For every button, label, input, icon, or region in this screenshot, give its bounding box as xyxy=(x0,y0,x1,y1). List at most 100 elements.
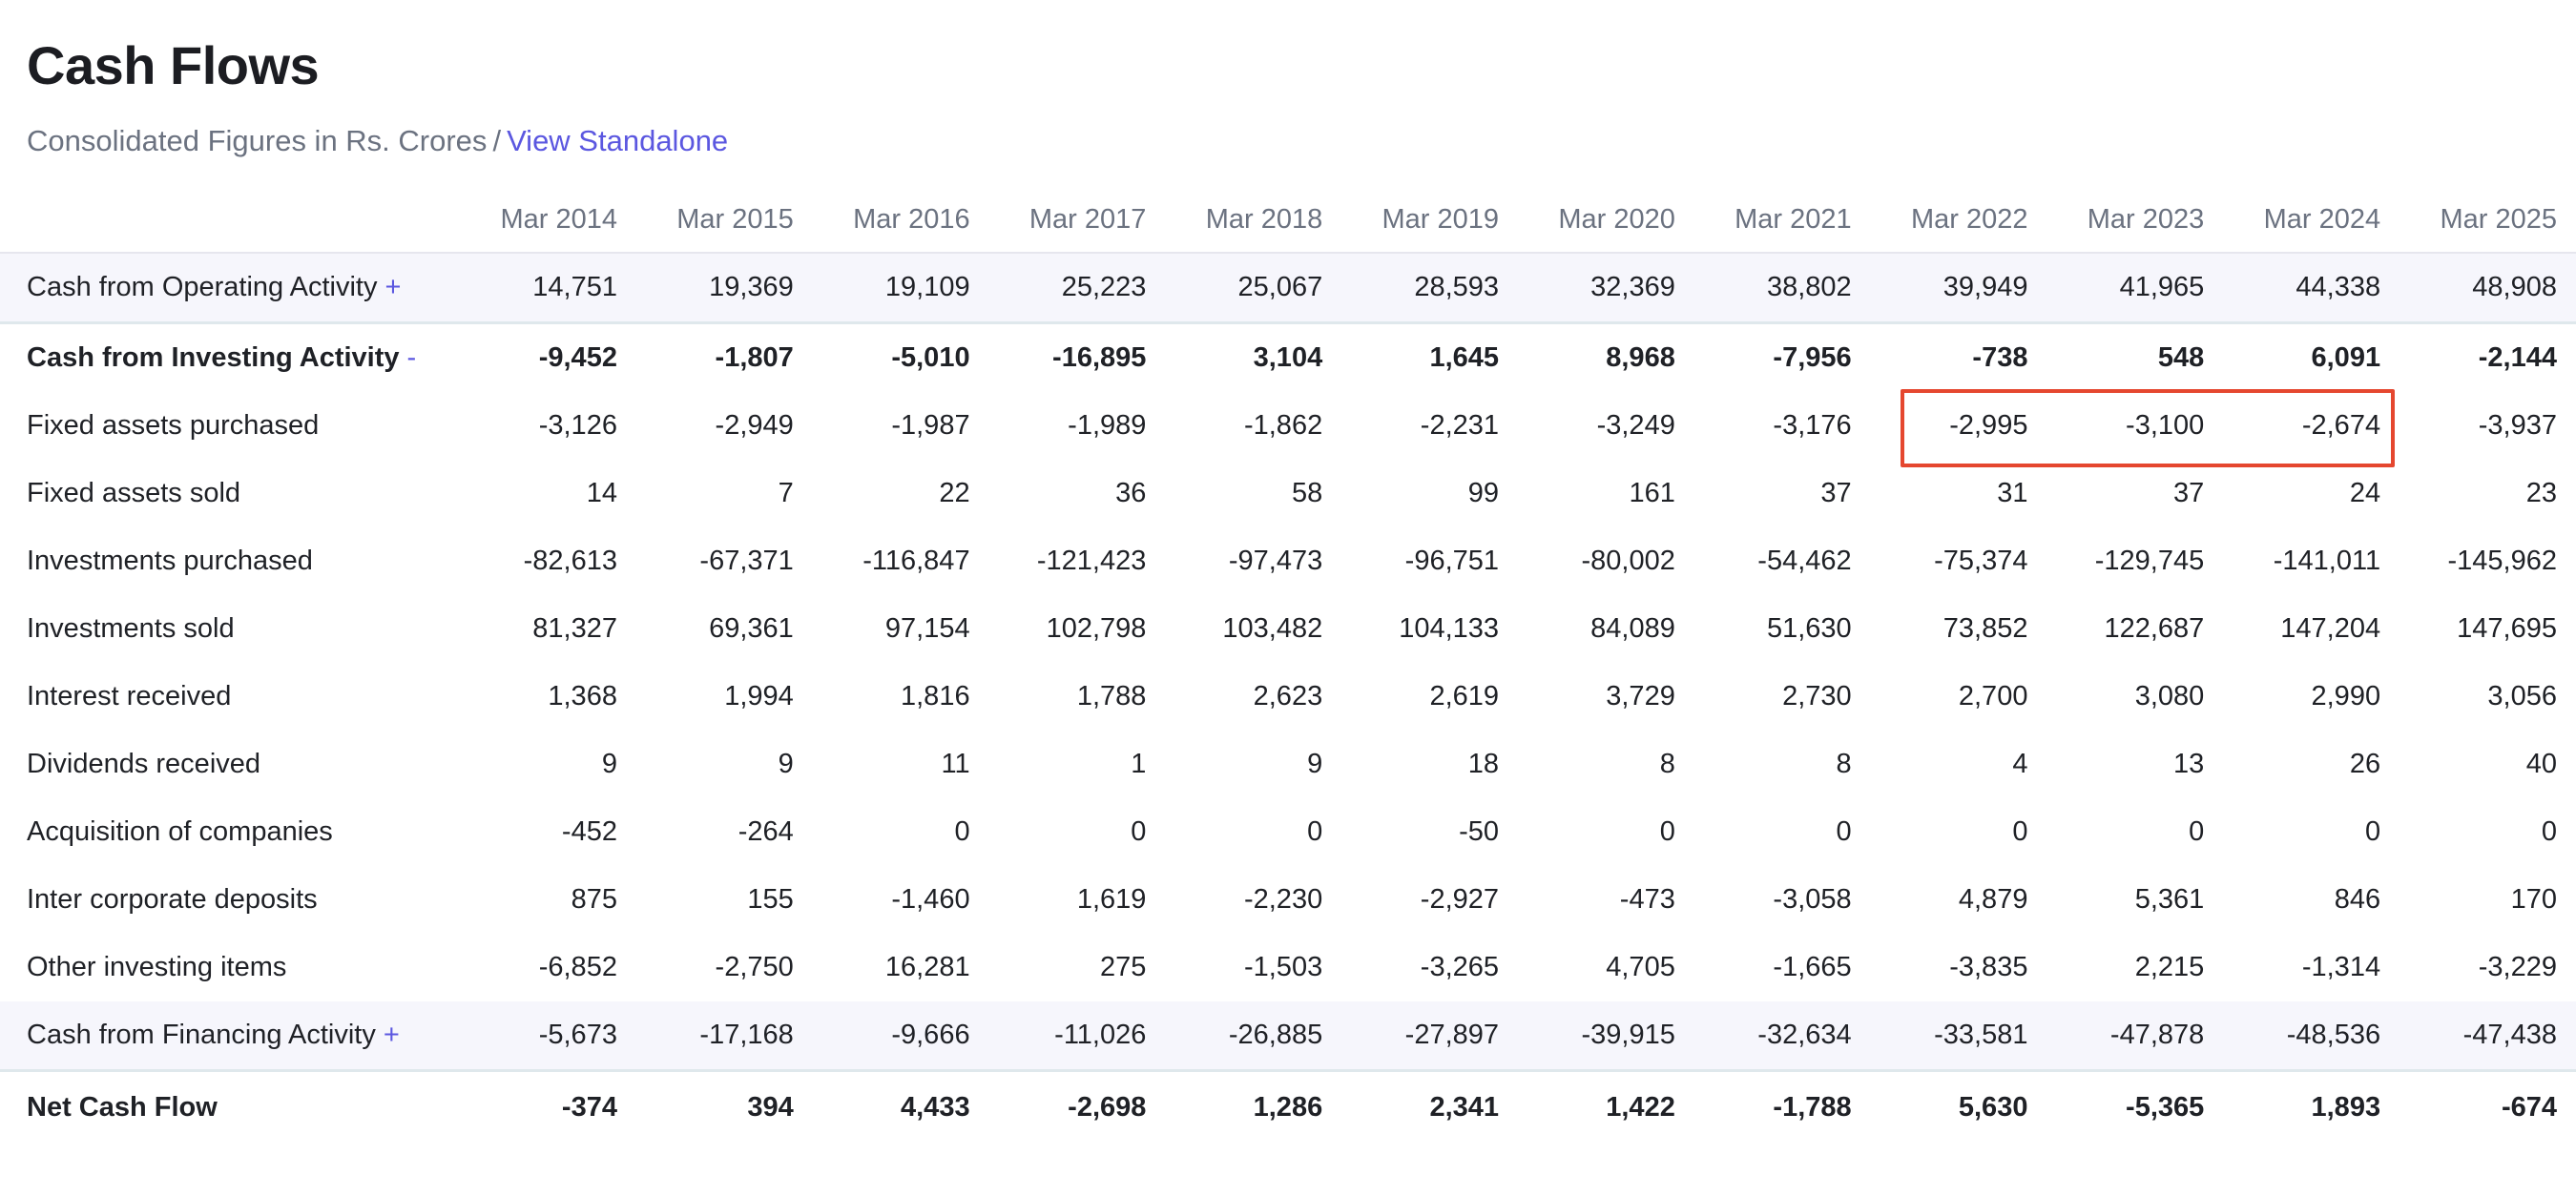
value-cell: 16,281 xyxy=(884,952,970,982)
value-cell: 1,816 xyxy=(901,681,970,711)
value-cell: -75,374 xyxy=(1934,546,2028,576)
value-cell: 104,133 xyxy=(1399,613,1500,644)
value-cell: -3,126 xyxy=(538,410,617,441)
row-label-cell: Investments purchased xyxy=(0,527,460,595)
column-header: Mar 2020 xyxy=(1558,203,1675,235)
column-header: Mar 2021 xyxy=(1735,203,1852,235)
value-cell: 26 xyxy=(2349,749,2381,779)
value-cell: -50 xyxy=(1459,816,1500,847)
value-cell: 0 xyxy=(1131,816,1147,847)
row-label: Investments sold xyxy=(27,613,235,644)
value-cell: -11,026 xyxy=(988,1001,1166,1072)
table-row[interactable]: Cash from Financing Activity + -5,673 -17,1… xyxy=(0,1001,2576,1072)
value-cell: 1,619 xyxy=(1076,884,1147,915)
row-label-cell: Fixed assets sold xyxy=(0,460,460,527)
value-cell: 2,619 xyxy=(1429,681,1500,711)
value-cell: -2,230 xyxy=(1243,884,1323,915)
row-label-cell[interactable]: Cash from Financing Activity + xyxy=(0,1001,461,1072)
value-cell: -141,011 xyxy=(2273,546,2381,576)
value-cell: 875 xyxy=(571,884,617,915)
table-row: Investments purchased -82,613 -67,371 -116,… xyxy=(0,527,2576,595)
value-cell: 3,080 xyxy=(2134,681,2205,711)
column-header: Mar 2022 xyxy=(1910,203,2028,235)
value-cell: -80,002 xyxy=(1581,546,1675,576)
value-cell: 36 xyxy=(1115,478,1147,508)
value-cell: 24 xyxy=(2349,478,2381,508)
value-cell: 147,695 xyxy=(2457,613,2557,644)
value-cell: -3,058 xyxy=(1773,884,1852,915)
value-cell: 4,705 xyxy=(1606,952,1675,982)
value-cell: 48,908 xyxy=(2399,252,2576,324)
value-cell: 40 xyxy=(2525,749,2557,779)
value-cell: -97,473 xyxy=(1228,546,1323,576)
value-cell: 25,067 xyxy=(1165,252,1342,324)
value-cell: -39,915 xyxy=(1518,1001,1694,1072)
row-label: Cash from Financing Activity xyxy=(27,1020,376,1050)
collapse-toggle-button[interactable]: - xyxy=(406,342,417,373)
value-cell: -2,231 xyxy=(1420,410,1500,441)
value-cell: -374 xyxy=(561,1091,617,1123)
value-cell: -5,673 xyxy=(460,1001,636,1072)
row-label: Other investing items xyxy=(27,952,287,982)
column-header: Mar 2017 xyxy=(1028,203,1147,235)
column-header: Mar 2025 xyxy=(2440,203,2557,235)
value-cell: 9 xyxy=(601,749,617,779)
value-cell: 147,204 xyxy=(2280,613,2381,644)
value-cell: 44,338 xyxy=(2223,252,2400,324)
row-label-cell: Dividends received xyxy=(0,731,460,798)
table-row: Net Cash Flow -374 394 4,433 -2,698 1,286 2,34… xyxy=(0,1071,2576,1144)
value-cell: -116,847 xyxy=(862,546,970,576)
value-cell: -9,452 xyxy=(538,342,617,373)
value-cell: -145,962 xyxy=(2447,546,2558,576)
value-cell: -3,176 xyxy=(1773,410,1852,441)
value-cell: -82,613 xyxy=(523,546,617,576)
value-cell: 4,433 xyxy=(901,1091,970,1123)
value-cell: 0 xyxy=(2012,816,2028,847)
value-cell: 122,687 xyxy=(2104,613,2205,644)
value-cell: 155 xyxy=(747,884,794,915)
value-cell: 19,369 xyxy=(635,252,813,324)
value-cell: 37 xyxy=(1820,478,1852,508)
value-cell: 548 xyxy=(2157,342,2205,373)
table-row: Dividends received 9 9 11 1 9 18 8 8 4 13 26 40 xyxy=(0,731,2576,798)
row-label: Fixed assets sold xyxy=(27,478,241,508)
value-cell: 81,327 xyxy=(532,613,617,644)
value-cell: 5,630 xyxy=(1958,1091,2028,1123)
value-cell: -2,927 xyxy=(1420,884,1500,915)
value-cell: 1,893 xyxy=(2311,1091,2381,1123)
expand-toggle-button[interactable]: + xyxy=(383,1020,400,1050)
value-cell: 2,215 xyxy=(2134,952,2205,982)
subtitle: Consolidated Figures in Rs. Crores / View … xyxy=(27,124,728,158)
value-cell: 102,798 xyxy=(1046,613,1147,644)
row-label-cell: Inter corporate deposits xyxy=(0,866,460,934)
value-cell: 97,154 xyxy=(884,613,970,644)
value-cell: -48,536 xyxy=(2223,1001,2400,1072)
table-row: Fixed assets sold 14 7 22 36 58 99 161 37 31 37 24 2… xyxy=(0,460,2576,527)
row-label-cell[interactable]: Cash from Investing Activity - xyxy=(0,323,460,393)
row-label-cell[interactable]: Cash from Operating Activity + xyxy=(0,252,461,324)
value-cell: -67,371 xyxy=(699,546,794,576)
value-cell: 3,729 xyxy=(1606,681,1675,711)
value-cell: 1,286 xyxy=(1253,1091,1323,1123)
value-cell: -738 xyxy=(1972,342,2028,373)
value-cell: -1,987 xyxy=(891,410,970,441)
value-cell: 1,422 xyxy=(1606,1091,1675,1123)
table-row[interactable]: Cash from Operating Activity +14,751 19,36… xyxy=(0,252,2576,324)
table-row[interactable]: Cash from Investing Activity - -9,452 -1,80… xyxy=(0,323,2576,393)
value-cell: 25,223 xyxy=(988,252,1166,324)
row-label-cell: Net Cash Flow xyxy=(0,1071,460,1144)
value-cell: 2,623 xyxy=(1253,681,1323,711)
column-header: Mar 2018 xyxy=(1205,203,1323,235)
value-cell: -5,365 xyxy=(2126,1091,2205,1123)
value-cell: -54,462 xyxy=(1757,546,1852,576)
value-cell: 99 xyxy=(1467,478,1500,508)
value-cell: 3,056 xyxy=(2487,681,2557,711)
value-cell: 0 xyxy=(1659,816,1675,847)
row-label: Dividends received xyxy=(27,749,261,779)
view-standalone-link[interactable]: View Standalone xyxy=(507,124,729,157)
row-label: Investments purchased xyxy=(27,546,313,576)
value-cell: 0 xyxy=(2541,816,2557,847)
expand-toggle-button[interactable]: + xyxy=(384,272,402,302)
value-cell: -1,788 xyxy=(1773,1091,1852,1123)
value-cell: 18 xyxy=(1467,749,1500,779)
